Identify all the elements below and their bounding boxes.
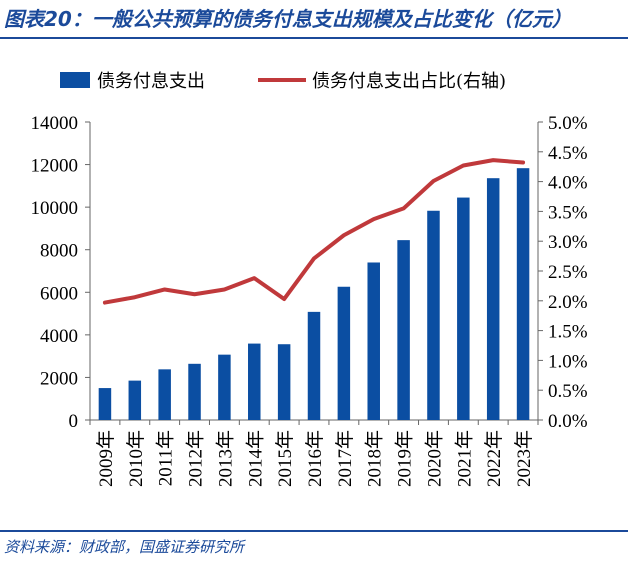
footer-divider [0, 530, 628, 532]
source-note: 资料来源：财政部，国盛证券研究所 [4, 538, 245, 556]
bar [277, 344, 291, 420]
y-right-tick-label: 1.0% [548, 351, 588, 372]
x-tick-label: 2013年 [214, 430, 236, 487]
y-right-tick-label: 1.5% [548, 322, 588, 343]
x-axis-labels: 2009年 2010年 2011年 2012年 2013年 2014年 2015年 2016年… [95, 430, 535, 487]
x-tick-label: 2015年 [274, 430, 296, 487]
y-left-tick-label: 4000 [40, 326, 78, 347]
y-right-tick-label: 4.5% [548, 143, 588, 164]
bar [337, 286, 351, 420]
y-right-tick-label: 5.0% [548, 113, 588, 134]
chart-area: 债务付息支出 债务付息支出占比(右轴) 0 2000 4000 6000 8000 100… [31, 71, 588, 487]
axes: 0 2000 4000 6000 8000 10000 12000 14000 0.0% 0.5%… [31, 113, 588, 432]
chart-title: 图表20：一般公共预算的债务付息支出规模及占比变化（亿元） [4, 7, 572, 31]
y-left-tick-label: 14000 [31, 113, 79, 134]
line-series [102, 158, 526, 305]
bar-series [98, 168, 530, 420]
x-tick-label: 2009年 [95, 430, 117, 487]
y-left-tick-label: 12000 [31, 156, 79, 177]
y-left-tick-label: 2000 [40, 368, 78, 389]
bar [427, 210, 440, 420]
legend-bar-label: 债务付息支出 [97, 71, 205, 92]
y-right-tick-label: 3.5% [548, 202, 588, 223]
x-tick-label: 2011年 [155, 430, 177, 486]
x-tick-label: 2023年 [513, 430, 535, 487]
bar [248, 343, 261, 420]
title-divider [0, 37, 628, 39]
y-right-tick-label: 0.5% [548, 381, 588, 402]
y-left-tick-label: 10000 [31, 198, 79, 219]
x-tick-label: 2020年 [423, 430, 445, 487]
bar [457, 197, 470, 420]
bar [98, 388, 112, 420]
bar [397, 240, 410, 420]
bar [188, 363, 201, 420]
legend: 债务付息支出 债务付息支出占比(右轴) [60, 71, 506, 92]
y-left-tick-label: 0 [69, 411, 79, 432]
bar [486, 178, 500, 420]
y-right-tick-label: 4.0% [548, 173, 588, 194]
y-left-tick-label: 6000 [40, 283, 78, 304]
x-tick-label: 2016年 [304, 430, 326, 487]
x-tick-label: 2021年 [453, 430, 475, 487]
x-tick-label: 2019年 [394, 430, 416, 487]
x-tick-label: 2017年 [334, 430, 356, 487]
x-tick-label: 2014年 [244, 430, 266, 487]
y-right-tick-label: 0.0% [548, 411, 588, 432]
bar [367, 262, 380, 420]
legend-bar-swatch [60, 72, 90, 88]
y-left-tick-label: 8000 [40, 241, 78, 262]
x-tick-label: 2010年 [125, 430, 147, 487]
bar [128, 380, 142, 420]
x-tick-label: 2018年 [364, 430, 386, 487]
x-tick-label: 2012年 [185, 430, 207, 487]
y-right-tick-label: 3.0% [548, 232, 588, 253]
bar [516, 168, 530, 420]
x-tick-label: 2022年 [483, 430, 505, 487]
y-right-tick-label: 2.0% [548, 292, 588, 313]
legend-line-label: 债务付息支出占比(右轴) [312, 71, 506, 92]
bar [307, 311, 321, 420]
bar [218, 354, 231, 420]
y-right-tick-label: 2.5% [548, 262, 588, 283]
bar [158, 369, 171, 420]
